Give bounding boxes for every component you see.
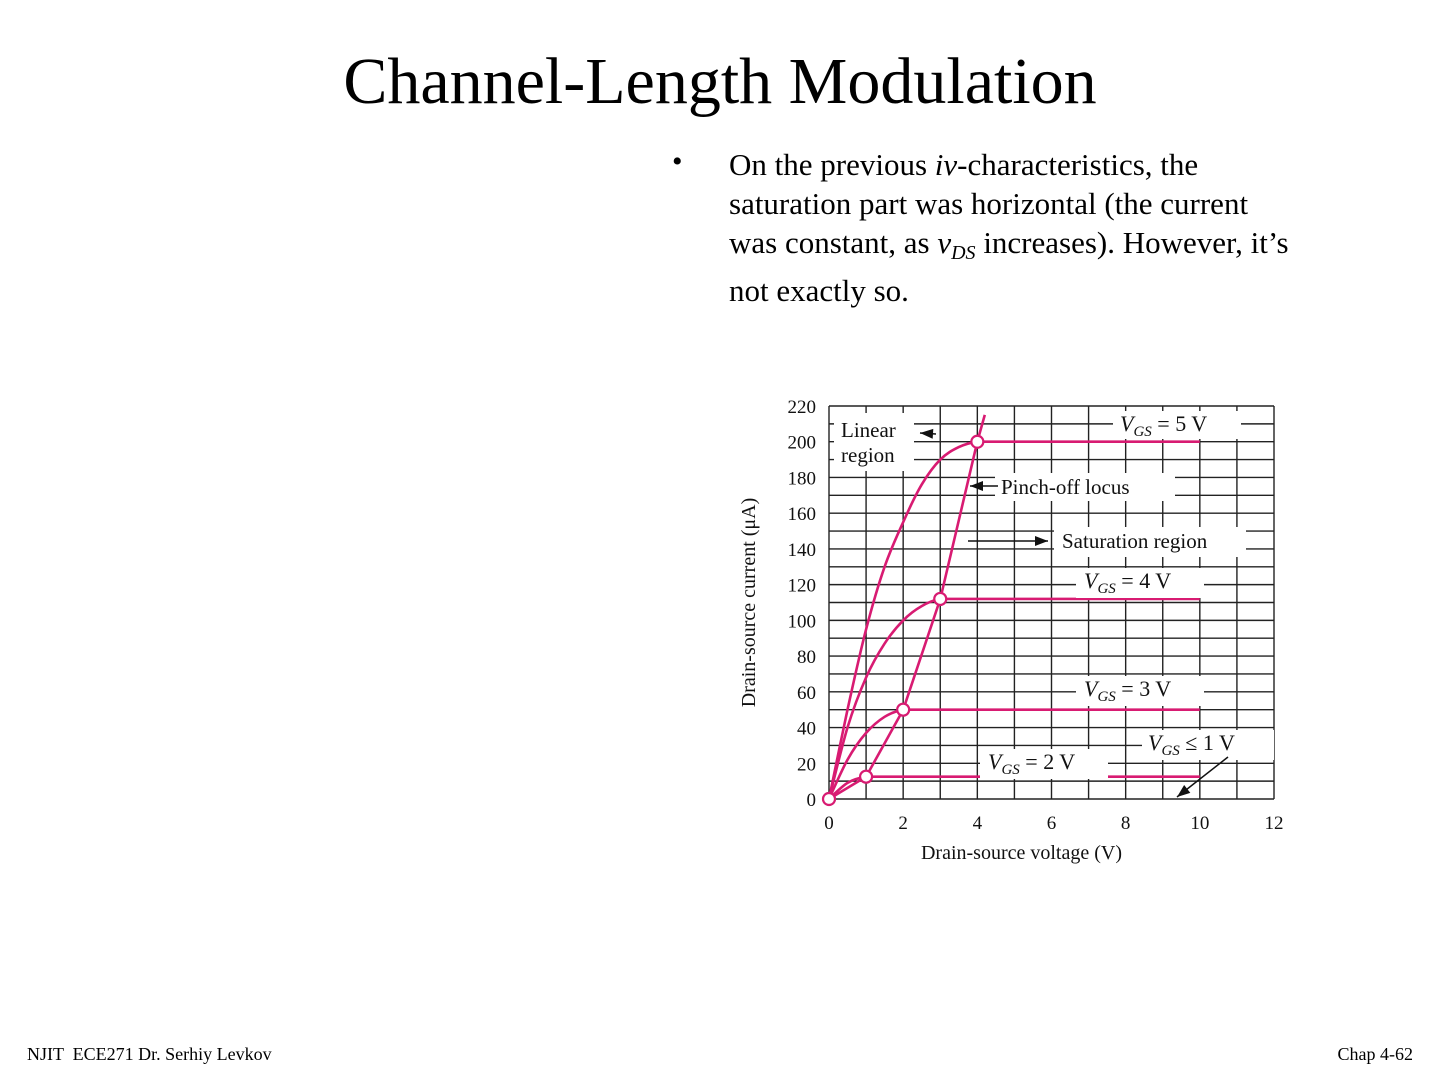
bullet-line-4: not exactly so.: [729, 273, 909, 308]
series-line: [827, 440, 1200, 800]
iv-characteristics-figure: 0 2 4 6 8 10 12 0 20 40 60 80 100 120 140 160 180 200 220 …: [730, 385, 1300, 885]
y-tick-label: 140: [788, 540, 817, 561]
vgs3-box: [1076, 676, 1204, 706]
chart-axis-labels: Drain-source voltage (V) Drain-source cur…: [738, 498, 1122, 864]
y-tick-label: 80: [797, 647, 816, 668]
pinchoff-label: Pinch-off locus: [1001, 475, 1130, 499]
vgs2-label: VGS = 2 V: [988, 749, 1075, 778]
vgs3-label: VGS = 3 V: [1084, 676, 1171, 705]
x-tick-label: 10: [1190, 813, 1209, 834]
pinchoff-marker: [858, 769, 874, 784]
x-tick-label: 0: [824, 813, 834, 834]
y-tick-label: 200: [788, 433, 817, 454]
bullet-vds-subscript: DS: [951, 242, 976, 264]
y-tick-label: 60: [797, 683, 816, 704]
bullet-text: On the previous iv-characteristics, the …: [729, 145, 1394, 310]
y-axis-label: Drain-source current (μA): [738, 498, 760, 708]
series-line: [827, 708, 1200, 800]
bullet-line-1-start: On the previous: [729, 147, 935, 182]
x-tick-label: 12: [1265, 813, 1284, 834]
series-line: [827, 597, 1200, 800]
y-tick-label: 120: [788, 576, 817, 597]
x-tick-label: 8: [1121, 813, 1131, 834]
saturation-box: [1054, 527, 1246, 557]
y-tick-label: 100: [788, 611, 817, 632]
x-axis-label: Drain-source voltage (V): [921, 842, 1122, 864]
saturation-label: Saturation region: [1062, 529, 1208, 553]
vgs2-box: [980, 749, 1108, 779]
pinchoff-marker: [821, 791, 837, 807]
bullet-line-3-start: was constant, as: [729, 225, 938, 260]
x-tick-label: 6: [1047, 813, 1057, 834]
footer-course-info: NJIT ECE271 Dr. Serhiy Levkov: [27, 1044, 272, 1064]
bullet-line-1: On the previous iv-characteristics, the: [729, 145, 1394, 184]
y-tick-label: 40: [797, 719, 816, 740]
vgs4-box: [1076, 568, 1204, 598]
footer-page-number: Chap 4-62: [1337, 1044, 1414, 1064]
vgs5-box: [1113, 411, 1241, 439]
x-tick-label: 4: [973, 813, 983, 834]
y-tick-label: 220: [788, 397, 817, 418]
pinchoff-marker: [933, 591, 948, 607]
bullet-line-2: saturation part was horizontal (the curr…: [729, 186, 1249, 221]
pinchoff-marker: [970, 434, 985, 449]
slide-title: Channel-Length Modulation: [343, 45, 1097, 118]
pinchoff-arrow-head: [970, 481, 983, 491]
pinchoff-box: [995, 473, 1175, 501]
bullet-iv-term: iv: [934, 147, 958, 182]
vgs1-arrow-head: [1177, 785, 1191, 797]
x-tick-label: 2: [898, 813, 908, 834]
saturation-arrow-head: [1035, 536, 1048, 546]
pinchoff-marker: [896, 702, 911, 717]
vgs5-label: VGS = 5 V: [1120, 411, 1207, 440]
bullet-line-1-end: -characteristics, the: [957, 147, 1199, 182]
vgs4-label: VGS = 4 V: [1084, 568, 1171, 597]
bullet-line-3-end: increases). However, it’s: [975, 225, 1289, 260]
linear-region-label-2: region: [841, 443, 895, 467]
linear-region-label-1: Linear: [841, 418, 896, 442]
linear-region-box: [834, 413, 914, 471]
y-tick-label: 180: [788, 468, 817, 489]
chart-series: [821, 414, 1200, 807]
vgs1-box: [1142, 730, 1274, 760]
bullet-vds-var: v: [937, 225, 952, 260]
bullet-line-3: was constant, as vDS increases). However…: [729, 223, 1394, 264]
y-tick-label: 20: [797, 754, 816, 775]
iv-chart-svg: 0 2 4 6 8 10 12020406080100120140160180200220 …: [738, 397, 1284, 864]
y-tick-label: 160: [788, 504, 817, 525]
linear-region-arrow-head: [920, 428, 934, 439]
series-line: [828, 414, 987, 801]
y-tick-label: 0: [807, 790, 817, 811]
vgs1-label: VGS ≤ 1 V: [1148, 730, 1235, 759]
bullet-dot-icon: •: [672, 145, 683, 178]
